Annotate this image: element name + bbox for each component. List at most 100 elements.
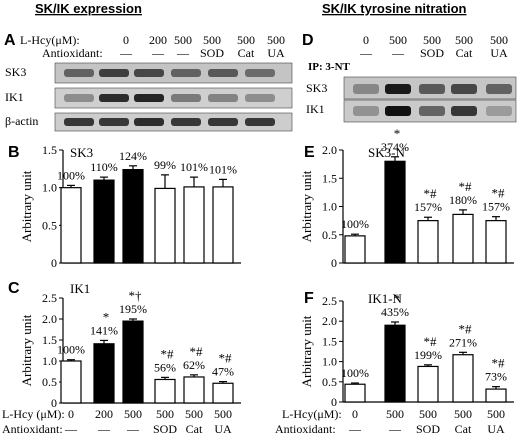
chart-C-bar-5	[212, 382, 234, 404]
blot-d-lhcy-0: 0	[363, 33, 369, 47]
blot-a-lhcy-2: 500	[174, 33, 192, 47]
blot-d-lhcy-1: 500	[389, 33, 407, 47]
chart-F-value-label-2: 199%	[414, 348, 442, 362]
right-axis-lhcy-row: 0 500 500 500 500	[352, 407, 505, 421]
chart-E-sig-mark-1: *	[394, 126, 401, 141]
right-axis-antioxidant-row: — — SOD Cat UA	[348, 422, 505, 436]
blot-d-band-ik1-3	[451, 106, 477, 116]
blot-a-band-actin-0	[64, 118, 94, 126]
left-axis-lhcy-3: 500	[156, 407, 174, 421]
left-axis-antiox-4: Cat	[186, 422, 203, 436]
right-axis-lhcy-0: 0	[352, 407, 358, 421]
right-header: SK/IK tyrosine nitration	[322, 1, 467, 16]
chart-E-bar-0	[344, 235, 366, 264]
blot-a-band-ik1-3	[171, 94, 201, 102]
right-axis-lhcy-1: 500	[386, 407, 404, 421]
blot-a-antiox-0: —	[119, 46, 133, 60]
blot-a-antiox-3: SOD	[200, 46, 224, 60]
panel-letter-e: E	[304, 144, 315, 161]
panel-letter-a: A	[4, 32, 16, 49]
chart-B-value-label-1: 110%	[90, 160, 118, 174]
chart-F-ytick-4: 2.0	[322, 314, 337, 328]
chart-F-ytick-0: 0	[331, 395, 337, 409]
blot-a-lhcy-4: 500	[237, 33, 255, 47]
left-axis-lhcy-5: 500	[214, 407, 232, 421]
blot-d-band-ik1-1	[385, 106, 411, 116]
blot-d-antiox-4: UA	[490, 46, 508, 60]
blot-a-antiox-4: Cat	[238, 46, 255, 60]
blot-d-antiox-1: —	[391, 46, 405, 60]
blot-d-antiox-3: Cat	[456, 46, 473, 60]
chart-B-value-label-5: 101%	[209, 162, 237, 176]
chart-B-value-label-0: 100%	[57, 168, 85, 182]
chart-C-bar-1	[93, 343, 115, 404]
blot-d-lhcy-3: 500	[455, 33, 473, 47]
chart-C-bar-4	[183, 376, 205, 404]
panel-letter-b: B	[8, 144, 20, 161]
chart-E-sig-mark-4: *#	[492, 186, 506, 201]
blot-a-band-actin-5	[245, 118, 275, 126]
chart-B-bar-4	[183, 186, 205, 264]
blot-a-band-label-sk3: SK3	[5, 65, 26, 79]
chart-E-value-label-0: 100%	[341, 217, 369, 231]
chart-B-bar-3	[154, 187, 176, 264]
blot-d-band-ik1-4	[486, 106, 512, 116]
blot-a-bands	[64, 69, 275, 126]
blot-a-band-sk3-5	[245, 69, 275, 77]
chart-F-ylabel: Arbitrary unit	[299, 315, 314, 387]
blot-d-band-sk3-0	[353, 84, 379, 94]
chart-F-bar-1	[384, 324, 406, 403]
right-axis-antiox-0: —	[348, 422, 362, 436]
left-axis-antiox-5: UA	[214, 422, 232, 436]
chart-C-sig-mark-1: *	[103, 309, 110, 324]
right-axis-antioxidant-label: Antioxidant:	[275, 422, 336, 436]
chart-C-bar-0	[60, 360, 82, 404]
chart-C-ylabel: Arbitrary unit	[19, 314, 34, 386]
chart-E-bar-1	[384, 160, 406, 264]
chart-F-value-label-1: 435%	[381, 305, 409, 319]
chart-F-sig-mark-4: *#	[492, 356, 506, 371]
blot-d-lhcy-4: 500	[490, 33, 508, 47]
chart-F-sig-mark-1: *	[394, 291, 401, 306]
blot-d-band-label-ik1: IK1	[306, 102, 325, 116]
chart-F-ytick-1: 0.5	[322, 375, 337, 389]
chart-B-bar-0	[60, 187, 82, 264]
chart-F-sig-mark-3: *#	[459, 321, 473, 336]
chart-C-value-label-4: 62%	[183, 358, 205, 372]
blot-a-band-label-ik1: IK1	[5, 90, 24, 104]
left-axis-lhcy-label: L-Hcy (μM):	[2, 407, 65, 421]
chart-C-value-label-0: 100%	[57, 343, 85, 357]
chart-C-ytick-3: 1.5	[42, 333, 57, 347]
blot-a-antioxidant-label: Antioxidant:	[42, 46, 103, 60]
chart-C-sig-mark-4: *#	[190, 344, 204, 359]
chart-F-ytick-5: 2.5	[322, 294, 337, 308]
blot-d-band-sk3-3	[451, 84, 477, 94]
blot-a-lhcy-3: 500	[203, 33, 221, 47]
blot-a-antiox-5: UA	[267, 46, 285, 60]
blot-a-band-sk3-2	[134, 69, 164, 77]
chart-F-title: IK1-N	[368, 291, 403, 306]
chart-F-ytick-2: 1.0	[322, 355, 337, 369]
chart-C-sig-mark-2: *†	[129, 288, 143, 303]
blot-a-band-actin-1	[99, 118, 129, 126]
chart-B-ytick-0: 0	[51, 256, 57, 270]
panel-letter-f: F	[304, 290, 314, 307]
blot-a-band-sk3-3	[171, 69, 201, 77]
left-axis-antiox-0: —	[64, 422, 78, 436]
chart-C-title: IK1	[70, 281, 90, 296]
blot-a-band-sk3-1	[99, 69, 129, 77]
chart-C-value-label-2: 195%	[119, 302, 147, 316]
blot-d-antioxidant-row: — — SOD Cat UA	[359, 46, 508, 60]
blot-a-antioxidant-row: — — — SOD Cat UA	[119, 46, 285, 60]
chart-C-ytick-4: 2.0	[42, 312, 57, 326]
chart-E-value-label-4: 157%	[482, 200, 510, 214]
chart-B-ytick-2: 1.0	[42, 181, 57, 195]
chart-f-ik1-n: IK1-N Arbitrary unit 0 0.5 1.0 1.5 2.0 2.5 100% 4…	[299, 291, 514, 409]
blot-d-lhcy-2: 500	[423, 33, 441, 47]
blot-a-lhcy-label: L-Hcy(μM):	[20, 33, 80, 47]
chart-E-ylabel: Arbitrary unit	[299, 170, 314, 242]
chart-F-value-label-0: 100%	[341, 366, 369, 380]
chart-C-ytick-0: 0	[51, 396, 57, 410]
right-axis-lhcy-3: 500	[454, 407, 472, 421]
left-axis-lhcy-1: 200	[95, 407, 113, 421]
